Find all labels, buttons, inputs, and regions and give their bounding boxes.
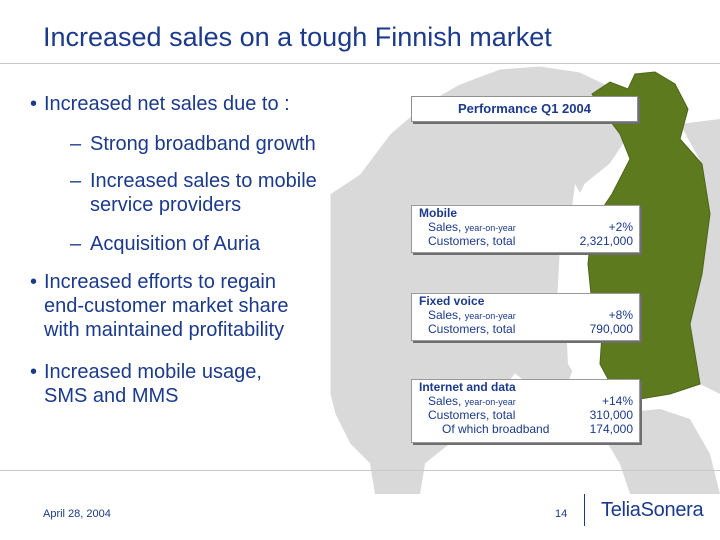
customers-label: Customers, total	[428, 234, 516, 248]
sales-note: year-on-year	[464, 397, 516, 407]
sales-row: Sales, year-on-year +8%	[412, 308, 639, 322]
bullet-dot: •	[30, 361, 38, 383]
sub-bullet-line: service providers	[90, 194, 242, 216]
panel-heading: Internet and data	[419, 380, 516, 394]
bullet-line: end-customer market share	[44, 295, 289, 317]
bullet-item: • Increased efforts to regain end-customer…	[30, 270, 289, 342]
panel-heading: Fixed voice	[419, 294, 485, 308]
sales-value: +8%	[608, 308, 633, 322]
panel-heading: Mobile	[419, 206, 457, 220]
sales-note: year-on-year	[464, 311, 516, 321]
bullet-line: with maintained profitability	[44, 319, 285, 341]
internet-data-panel: Internet and data Sales, year-on-year +1…	[411, 379, 640, 443]
title-divider	[0, 63, 720, 64]
sales-value: +14%	[601, 394, 633, 408]
sales-row: Sales, year-on-year +2%	[412, 220, 639, 234]
footer-separator	[584, 494, 585, 526]
fixed-voice-panel: Fixed voice Sales, year-on-year +8% Cust…	[411, 293, 640, 341]
sub-bullet-text: Acquisition of Auria	[90, 233, 261, 255]
bullet-line: SMS and MMS	[44, 385, 179, 407]
slide-title: Increased sales on a tough Finnish marke…	[43, 22, 552, 52]
mobile-panel: Mobile Sales, year-on-year +2% Customers…	[411, 205, 640, 253]
bullet-text: Increased mobile usage, SMS and MMS	[44, 360, 262, 408]
sales-label-text: Sales,	[428, 220, 462, 234]
bullet-item: • Increased mobile usage, SMS and MMS	[30, 360, 262, 408]
bullet-item: • Increased net sales due to :	[30, 92, 290, 116]
sales-label: Sales, year-on-year	[428, 220, 516, 235]
customers-value: 790,000	[589, 322, 633, 336]
customers-value: 310,000	[589, 408, 633, 422]
sub-bullet-text: Strong broadband growth	[90, 133, 316, 155]
sales-value: +2%	[608, 220, 633, 234]
sales-label-text: Sales,	[428, 394, 462, 408]
customers-row: Customers, total 2,321,000	[412, 234, 639, 248]
sales-note: year-on-year	[464, 223, 516, 233]
bullet-dot: •	[30, 93, 38, 115]
footer-date: April 28, 2004	[43, 508, 111, 520]
customers-row: Customers, total 790,000	[412, 322, 639, 336]
footer-divider	[0, 470, 720, 471]
sub-bullet-text: Increased sales to mobile service provide…	[90, 169, 317, 217]
sub-bullet-item: – Acquisition of Auria	[70, 232, 260, 256]
bullet-text: Increased efforts to regain end-customer …	[44, 270, 289, 342]
sales-row: Sales, year-on-year +14%	[412, 394, 639, 408]
company-logo: TeliaSonera	[601, 499, 704, 521]
sub-bullet-dash: –	[70, 133, 82, 155]
bullet-dot: •	[30, 271, 38, 293]
customers-row: Customers, total 310,000	[412, 408, 639, 422]
bullet-line: Increased efforts to regain	[44, 271, 276, 293]
page-number: 14	[555, 508, 568, 520]
performance-title-box: Performance Q1 2004	[411, 96, 638, 122]
bullet-line: Increased mobile usage,	[44, 361, 262, 383]
sub-bullet-line: Increased sales to mobile	[90, 170, 317, 192]
sub-bullet-dash: –	[70, 233, 82, 255]
sales-label-text: Sales,	[428, 308, 462, 322]
broadband-label: Of which broadband	[442, 422, 550, 436]
sub-bullet-item: – Strong broadband growth	[70, 132, 316, 156]
broadband-row: Of which broadband 174,000	[412, 422, 639, 436]
sub-bullet-item: – Increased sales to mobile service provid…	[70, 169, 317, 217]
customers-label: Customers, total	[428, 408, 516, 422]
bullet-text: Increased net sales due to :	[44, 93, 290, 115]
customers-label: Customers, total	[428, 322, 516, 336]
sub-bullet-dash: –	[70, 170, 82, 192]
customers-value: 2,321,000	[579, 234, 633, 248]
broadband-value: 174,000	[589, 422, 633, 436]
sales-label: Sales, year-on-year	[428, 308, 516, 323]
russia-land	[680, 119, 720, 394]
denmark-land	[370, 444, 425, 494]
sales-label: Sales, year-on-year	[428, 394, 516, 409]
